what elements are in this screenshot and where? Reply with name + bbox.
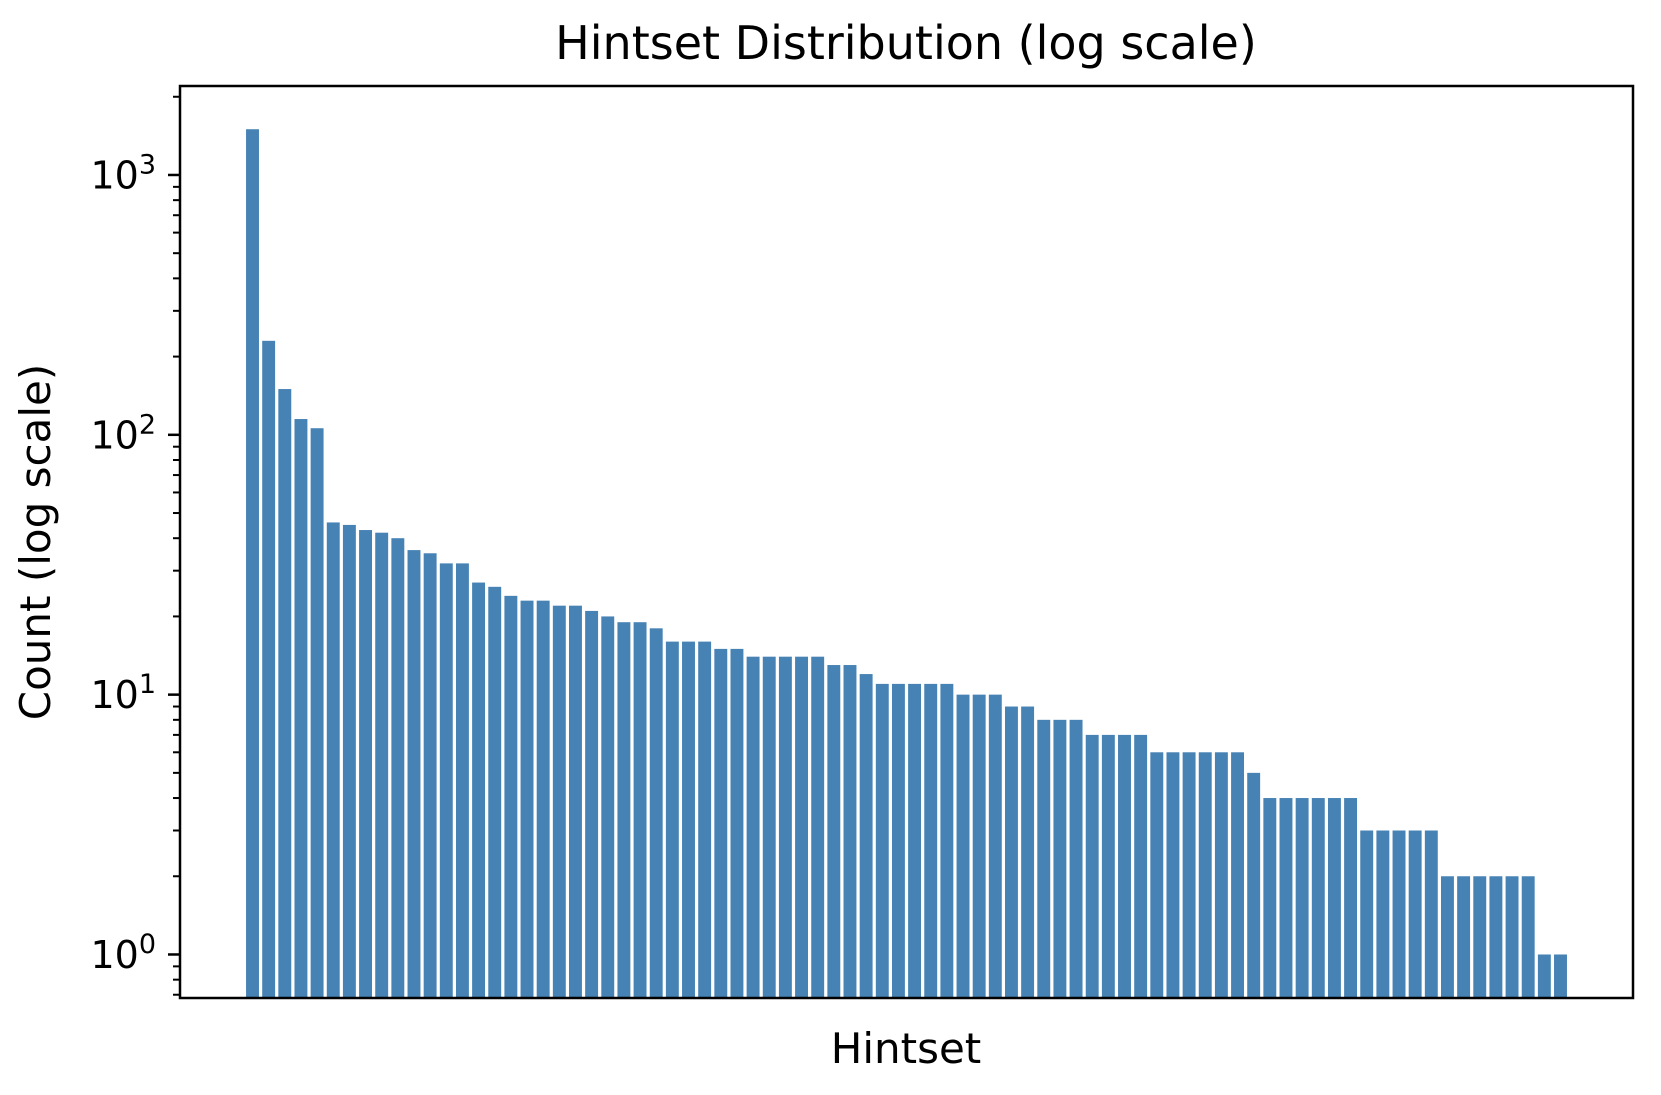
bar (520, 600, 534, 998)
bar (827, 665, 841, 998)
y-tick-label: 102 (90, 409, 156, 457)
bar (633, 622, 647, 998)
bar (262, 340, 276, 998)
y-tick-label: 100 (90, 929, 156, 977)
bar (1005, 706, 1018, 998)
bar (1457, 876, 1471, 998)
bar (1053, 719, 1067, 998)
y-tick-label: 103 (90, 149, 156, 197)
bar (972, 694, 986, 998)
bar (536, 600, 550, 998)
bar (1214, 752, 1228, 998)
bar (859, 674, 873, 998)
bar (1554, 954, 1567, 998)
bar (1231, 752, 1244, 998)
bar (924, 683, 938, 998)
bar (569, 605, 582, 998)
bar (875, 683, 889, 998)
bar (601, 616, 615, 998)
bar (1521, 876, 1535, 998)
bar (811, 656, 825, 998)
bar (1118, 734, 1131, 998)
bar (1537, 954, 1551, 998)
bar (1085, 734, 1099, 998)
plot-frame (178, 84, 1635, 1000)
bar (439, 563, 453, 998)
y-tick-label: 101 (90, 669, 156, 717)
bar (310, 428, 324, 999)
bar (1021, 706, 1035, 998)
bar (1279, 798, 1293, 998)
bar (504, 595, 518, 998)
bar (375, 532, 389, 998)
bar (423, 553, 437, 998)
bar (359, 530, 372, 998)
bar (1198, 752, 1212, 998)
bar (1247, 772, 1261, 998)
bar (1311, 798, 1325, 998)
bar (795, 656, 808, 998)
bar (956, 694, 970, 998)
bar (1424, 830, 1438, 998)
bar (1505, 876, 1519, 998)
bar (1150, 752, 1164, 998)
bar (940, 683, 954, 998)
bar (1344, 798, 1358, 998)
bar (1360, 830, 1374, 998)
bar (1134, 734, 1148, 998)
bar (278, 389, 292, 998)
bar (326, 522, 340, 998)
bar (294, 419, 308, 998)
bar (714, 648, 728, 998)
bar (1037, 719, 1051, 998)
bar (778, 656, 792, 998)
bar (342, 524, 356, 998)
bar (1489, 876, 1503, 998)
bar (1182, 752, 1196, 998)
bar (455, 563, 469, 998)
bar (762, 656, 776, 998)
bar (665, 641, 679, 998)
bar (698, 641, 712, 998)
bar (1473, 876, 1487, 998)
bar (1295, 798, 1309, 998)
bar (1327, 798, 1341, 998)
x-axis-label: Hintset (831, 1024, 982, 1073)
y-axis-label: Count (log scale) (11, 364, 60, 720)
bar (472, 582, 486, 998)
bar (988, 694, 1002, 998)
bar (891, 683, 905, 998)
y-axis-ticks: 100 101 102 103 (90, 95, 180, 996)
bars (246, 129, 1567, 999)
bar (617, 622, 631, 998)
bar (488, 586, 502, 998)
bar (1101, 734, 1115, 998)
bar (730, 648, 744, 998)
chart-title: Hintset Distribution (log scale) (555, 16, 1257, 70)
bar (682, 641, 695, 998)
bar (843, 665, 857, 998)
bar (1376, 830, 1390, 998)
bar (585, 610, 599, 998)
bar (246, 129, 259, 999)
bar (908, 683, 922, 998)
bar (391, 538, 405, 998)
bar (649, 628, 663, 998)
bar (407, 550, 421, 998)
bar (1408, 830, 1422, 998)
bar (1166, 752, 1180, 998)
bar (1392, 830, 1406, 998)
bar (1069, 719, 1083, 998)
bar (552, 605, 566, 998)
bar (746, 656, 760, 998)
bar (1263, 798, 1277, 998)
bar (1441, 876, 1454, 998)
